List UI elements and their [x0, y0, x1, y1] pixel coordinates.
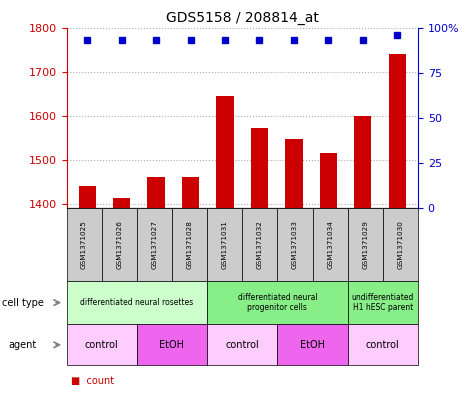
Bar [251, 128, 268, 393]
Title: GDS5158 / 208814_at: GDS5158 / 208814_at [166, 11, 319, 25]
Text: GSM1371026: GSM1371026 [116, 220, 122, 269]
Bar [217, 96, 234, 393]
Bar [113, 198, 130, 393]
Text: control: control [366, 340, 400, 350]
Text: GSM1371034: GSM1371034 [327, 220, 333, 269]
Text: EtOH: EtOH [300, 340, 325, 350]
Text: control: control [225, 340, 259, 350]
Text: GSM1371027: GSM1371027 [152, 220, 157, 269]
Text: EtOH: EtOH [160, 340, 184, 350]
Text: undifferentiated
H1 hESC parent: undifferentiated H1 hESC parent [352, 293, 414, 312]
Bar [320, 153, 337, 393]
Text: GSM1371031: GSM1371031 [222, 220, 228, 269]
Text: GSM1371033: GSM1371033 [292, 220, 298, 269]
Text: GSM1371030: GSM1371030 [398, 220, 403, 269]
Text: agent: agent [9, 340, 37, 350]
Bar [354, 116, 371, 393]
Text: GSM1371029: GSM1371029 [362, 220, 368, 269]
Text: GSM1371028: GSM1371028 [187, 220, 192, 269]
Text: differentiated neural rosettes: differentiated neural rosettes [80, 298, 193, 307]
Text: control: control [85, 340, 119, 350]
Bar [147, 176, 165, 393]
Text: ■  count: ■ count [71, 376, 114, 386]
Bar [285, 139, 303, 393]
Bar [182, 176, 199, 393]
Bar [389, 54, 406, 393]
Bar [78, 186, 96, 393]
Text: GSM1371025: GSM1371025 [81, 220, 87, 269]
Text: cell type: cell type [2, 298, 44, 308]
Text: differentiated neural
progenitor cells: differentiated neural progenitor cells [238, 293, 317, 312]
Text: GSM1371032: GSM1371032 [257, 220, 263, 269]
